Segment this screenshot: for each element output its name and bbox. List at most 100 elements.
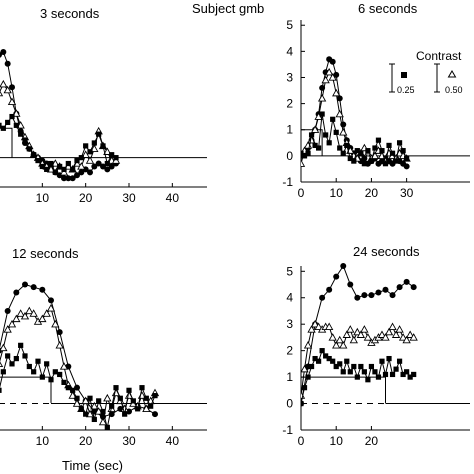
point-triangle [377,330,387,338]
panel-title: 6 seconds [358,1,418,16]
panel-2: 6 seconds 0 10 20 30 -1 0 1 2 3 4 5 [282,1,470,200]
point-square [308,132,315,138]
point-triangle [332,88,341,97]
y-tick-label: 2 [286,97,293,111]
point-square [382,161,389,167]
point-circle [9,84,15,91]
point-square [368,158,375,164]
point-square [347,369,353,375]
point-square [323,353,329,359]
point-square [389,371,396,378]
point-triangle [0,90,4,97]
data-layer [0,281,160,430]
point-triangle [391,330,401,338]
point-square [113,385,119,391]
point-triangle [335,109,344,118]
x-tick-label: 20 [365,434,379,448]
point-square [333,129,339,135]
point-triangle [16,309,25,317]
point-triangle [98,417,108,426]
point-triangle [77,162,86,170]
point-circle [333,71,340,78]
panel-title: 3 seconds [40,6,100,21]
point-square [319,348,325,354]
panel-title: 12 seconds [12,246,79,261]
point-square [393,158,399,164]
point-triangle [81,150,90,158]
point-triangle [301,159,306,167]
point-square [316,145,322,151]
point-square [22,353,28,359]
point-square [354,374,360,380]
point-circle [95,160,102,167]
point-triangle [332,341,341,349]
point-square [13,355,19,362]
point-square [361,161,367,167]
point-square [393,366,399,372]
point-square [404,369,410,375]
point-square [375,137,382,143]
point-triangle [398,333,408,341]
y-tick-label: 0 [286,149,293,163]
point-triangle [3,325,12,333]
point-square [396,140,403,146]
point-triangle [142,404,151,413]
point-triangle [90,144,99,153]
point-square [305,374,311,380]
point-square [330,116,336,122]
point-triangle [317,94,327,102]
point-triangle [381,333,390,341]
point-square [26,146,32,152]
point-triangle [42,309,51,317]
x-tick-label: 30 [122,191,136,205]
point-triangle [388,322,397,331]
point-triangle [0,361,4,368]
point-square [337,145,343,151]
point-square [344,358,350,364]
point-square [52,169,58,175]
point-square [312,142,318,149]
point-square [0,122,2,128]
point-square [78,155,84,161]
x-tick-label: 40 [166,434,180,448]
point-square [91,140,97,146]
point-triangle [360,325,369,333]
y-tick-label: 5 [286,264,293,278]
point-circle [333,273,340,280]
point-triangle [346,325,355,333]
point-triangle [314,322,323,331]
point-square [351,158,357,164]
y-tick-label: 4 [286,44,293,58]
point-square [333,363,339,370]
y-tick-label: 2 [286,344,293,358]
point-square [396,358,403,364]
point-triangle [25,306,34,315]
point-square [104,160,110,167]
point-triangle [85,409,95,418]
point-square [301,150,304,156]
point-square [122,411,128,417]
point-square [48,377,54,383]
point-triangle [51,319,60,328]
point-circle [382,286,389,293]
point-square [139,385,145,391]
x-axis-label: Time (sec) [62,458,123,473]
point-triangle [328,333,337,341]
point-circle [74,384,80,391]
point-triangle [310,125,320,133]
panel-1: 3 seconds 10 20 30 40 [0,6,207,205]
point-square [104,424,110,430]
point-square [57,371,63,378]
point-triangle [339,128,348,136]
point-square [361,369,367,375]
point-square [323,132,329,138]
point-triangle [103,393,112,402]
point-square [305,150,311,156]
panel-3: 12 seconds 10 20 30 40 [0,246,207,448]
y-tick-label: 5 [286,18,293,32]
point-square [372,369,378,375]
y-tick-label: 3 [286,317,293,331]
point-circle [0,48,7,55]
point-triangle [339,341,348,349]
point-circle [410,284,417,291]
